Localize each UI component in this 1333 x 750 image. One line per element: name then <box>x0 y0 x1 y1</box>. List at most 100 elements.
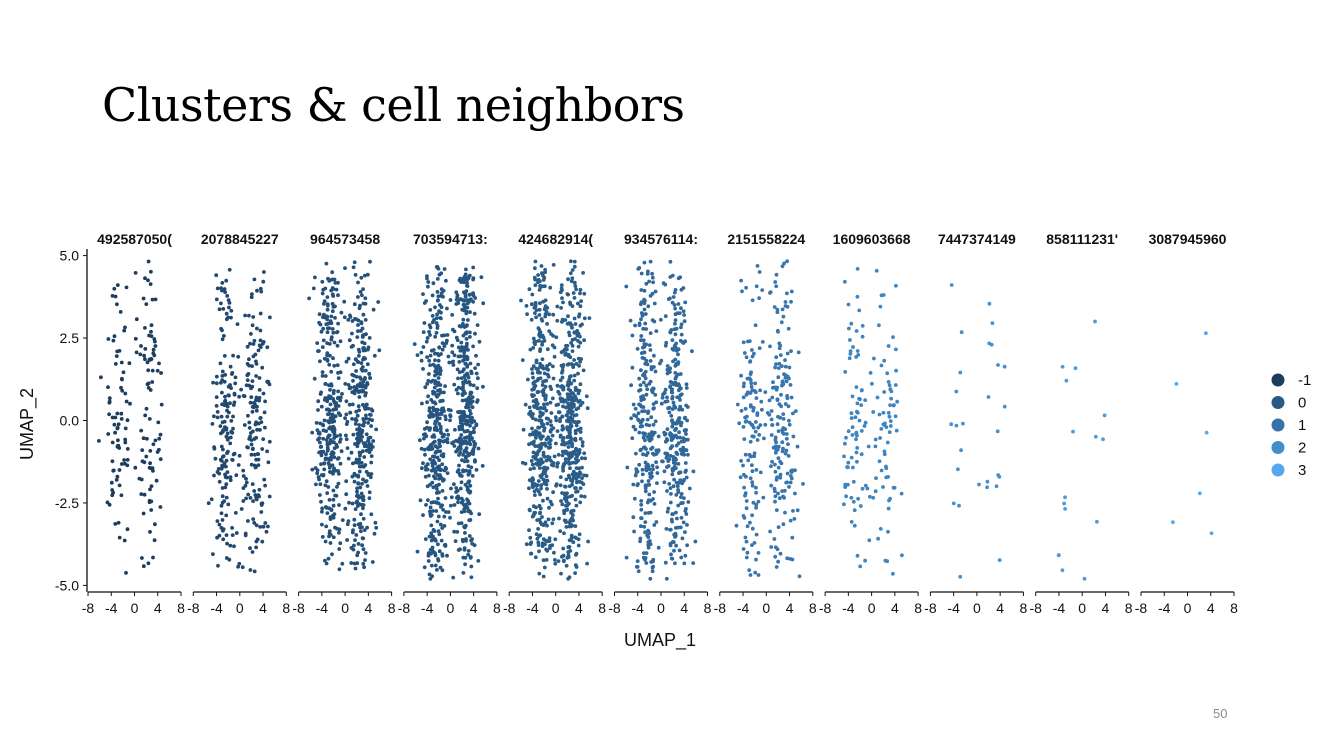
data-point <box>533 429 538 433</box>
data-point <box>347 338 352 343</box>
data-point <box>570 349 575 353</box>
data-point <box>369 447 373 452</box>
data-point <box>540 472 545 477</box>
data-point <box>153 297 158 302</box>
data-point <box>463 503 467 508</box>
data-point <box>677 430 681 435</box>
data-point <box>542 402 546 407</box>
data-point <box>886 529 890 534</box>
data-point <box>646 511 651 515</box>
data-point <box>564 405 569 410</box>
data-point <box>985 479 990 484</box>
data-point <box>318 359 322 364</box>
data-point <box>569 259 573 264</box>
data-point <box>787 365 792 370</box>
data-point <box>114 354 119 358</box>
data-point <box>344 433 348 438</box>
data-point <box>327 498 332 502</box>
data-point <box>214 273 219 278</box>
data-point <box>159 402 164 407</box>
data-point <box>547 536 552 540</box>
data-point <box>754 284 759 289</box>
data-point <box>527 405 532 410</box>
data-point <box>674 443 679 448</box>
data-point <box>540 357 545 362</box>
data-point <box>684 432 688 436</box>
data-point <box>566 380 570 385</box>
data-point <box>239 387 244 392</box>
data-point <box>470 436 474 441</box>
data-point <box>587 316 592 320</box>
data-point <box>249 295 254 300</box>
data-point <box>257 396 262 400</box>
data-point <box>437 549 442 554</box>
data-point <box>545 367 549 371</box>
data-point <box>638 424 643 429</box>
data-point <box>671 468 676 472</box>
data-point <box>681 309 686 314</box>
data-point <box>245 362 250 366</box>
data-point <box>310 467 315 472</box>
data-point <box>744 285 748 290</box>
data-point <box>567 453 571 458</box>
data-point <box>748 520 752 525</box>
data-point <box>431 509 435 513</box>
data-point <box>748 359 753 363</box>
data-point <box>773 554 778 559</box>
data-point <box>439 538 444 543</box>
data-point <box>560 296 564 300</box>
data-point <box>677 388 681 393</box>
data-point <box>435 394 439 399</box>
data-point <box>361 561 366 566</box>
data-point <box>250 379 255 383</box>
data-point <box>562 400 566 404</box>
data-point <box>842 502 846 507</box>
data-point <box>362 528 367 532</box>
data-point <box>676 488 680 492</box>
data-point <box>559 571 563 576</box>
data-point <box>783 427 788 431</box>
data-point <box>263 521 268 525</box>
data-point <box>433 381 438 386</box>
data-point <box>146 381 151 386</box>
data-point <box>435 290 440 294</box>
data-point <box>870 381 874 386</box>
data-point <box>846 429 851 434</box>
data-point <box>363 407 368 411</box>
data-point <box>344 412 349 417</box>
data-point <box>659 401 664 406</box>
data-point <box>219 326 224 331</box>
data-point <box>783 510 787 515</box>
data-point <box>359 361 364 365</box>
data-point <box>773 494 778 499</box>
data-point <box>642 397 646 401</box>
data-point <box>155 368 160 373</box>
data-point <box>359 512 363 517</box>
data-point <box>465 497 469 502</box>
data-point <box>134 350 139 355</box>
data-point <box>877 412 882 417</box>
data-point <box>465 428 470 433</box>
data-point <box>116 438 120 443</box>
data-point <box>644 561 649 565</box>
data-point <box>260 539 265 544</box>
data-point <box>533 304 538 309</box>
data-point <box>530 387 535 392</box>
data-point <box>550 521 555 526</box>
data-point <box>647 423 652 428</box>
data-point <box>560 453 565 458</box>
data-point <box>771 380 775 385</box>
data-point <box>369 512 374 517</box>
data-point <box>526 377 530 382</box>
data-point <box>328 425 333 429</box>
data-point <box>761 495 766 500</box>
data-point <box>653 419 658 424</box>
data-point <box>750 469 755 474</box>
data-point <box>457 427 462 432</box>
data-point <box>669 414 674 418</box>
data-point <box>433 476 438 481</box>
data-point <box>768 344 772 349</box>
data-point <box>776 559 780 564</box>
data-point <box>532 383 537 388</box>
data-point <box>442 468 447 473</box>
